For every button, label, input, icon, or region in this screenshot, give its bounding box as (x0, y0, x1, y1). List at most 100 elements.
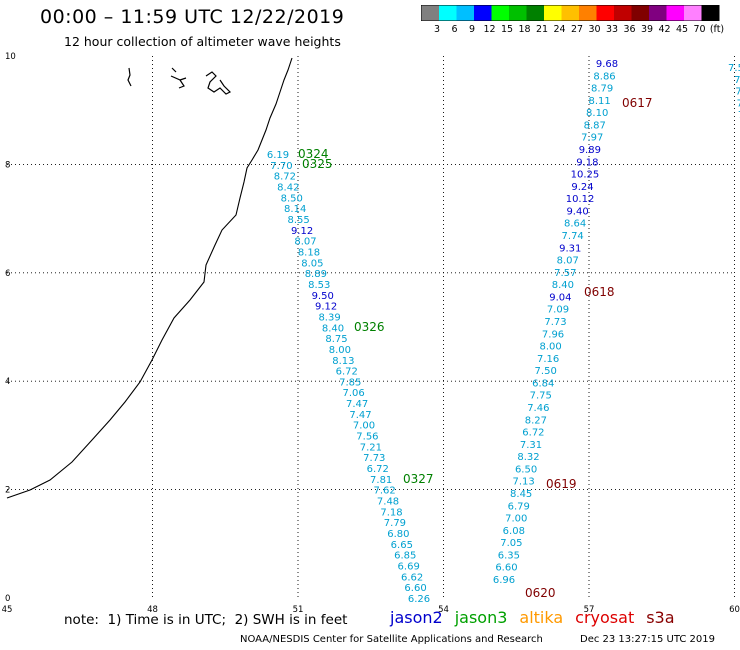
x-axis-label: 45 (2, 605, 13, 615)
swh-value: 8.00 (539, 342, 561, 353)
swh-value: 8.18 (298, 247, 320, 258)
island-3 (205, 71, 232, 95)
x-axis-label: 60 (729, 605, 740, 615)
swh-value: 6.62 (401, 572, 423, 583)
island-1 (127, 67, 132, 87)
footer-timestamp: Dec 23 13:27:15 UTC 2019 (580, 634, 715, 645)
swh-value: 7.56 (356, 432, 378, 443)
swh-value: 7.47 (346, 399, 368, 410)
swh-value: 8.27 (525, 415, 547, 426)
swh-value: 6.60 (495, 563, 517, 574)
legend-label: 15 (501, 24, 513, 35)
swh-value: 6.72 (367, 464, 389, 475)
swh-value: 6.72 (336, 367, 358, 378)
swh-value: 8.50 (281, 193, 303, 204)
swh-value: 8.11 (589, 96, 611, 107)
time-label: 0620 (525, 586, 556, 600)
legend-label: 12 (483, 24, 495, 35)
swh-value: 7.31 (520, 440, 542, 451)
coastline (6, 57, 293, 499)
legend-label: 33 (606, 24, 618, 35)
swh-value: 6.60 (404, 583, 426, 594)
satellite-name: jason3 (454, 608, 508, 627)
swh-value: 6.65 (391, 540, 413, 551)
swh-value: 6.72 (522, 428, 544, 439)
legend-swatch (701, 5, 719, 21)
swh-value: 8.55 (288, 215, 310, 226)
legend-swatch (421, 5, 439, 21)
swh-value: 9.04 (549, 292, 571, 303)
x-axis-label: 51 (293, 605, 304, 615)
swh-value: 9.40 (566, 206, 588, 217)
legend-label: 6 (451, 24, 457, 35)
swh-value: 8.87 (584, 120, 606, 131)
swh-value: 8.10 (586, 108, 608, 119)
page-title: 00:00 – 11:59 UTC 12/22/2019 (40, 6, 345, 28)
swh-tracks: 6.197.708.728.428.508.148.559.128.078.18… (267, 59, 740, 605)
legend-label: 42 (658, 24, 670, 35)
swh-value: 10.25 (571, 170, 600, 181)
swh-value: 8.07 (557, 256, 579, 267)
swh-value: 6.50 (515, 464, 537, 475)
swh-value: 8.53 (308, 280, 330, 291)
swh-value: 6.69 (398, 562, 420, 573)
axis-labels: 45 48 51 54 57 60 0 2 4 6 8 10 (2, 52, 740, 615)
swh-value: 7.05 (500, 538, 522, 549)
swh-value: 7.73 (363, 453, 385, 464)
x-axis-label: 48 (147, 605, 158, 615)
swh-value: 8.13 (332, 356, 354, 367)
footer-note: note: 1) Time is in UTC; 2) SWH is in fe… (64, 612, 348, 628)
swh-value: 8.07 (294, 237, 316, 248)
swh-value: 9.24 (571, 182, 593, 193)
time-label: 0324 (298, 147, 329, 161)
swh-value: 8.75 (325, 334, 347, 345)
time-label: 0325 (302, 157, 333, 171)
swh-value: 7.97 (581, 133, 603, 144)
swh-value: 8.72 (274, 172, 296, 183)
legend-label: 9 (469, 24, 475, 35)
swh-value: 8.45 (510, 489, 532, 500)
legend-swatch (491, 5, 509, 21)
swh-value: 8.14 (284, 204, 306, 215)
y-axis-label: 10 (5, 52, 16, 62)
swh-value: 8.32 (517, 452, 539, 463)
legend-label: 45 (676, 24, 688, 35)
legend-swatch (579, 5, 597, 21)
swh-value: 8.86 (593, 71, 615, 82)
legend-label: 36 (623, 24, 635, 35)
x-axis-label: 57 (584, 605, 595, 615)
satellite-legend: jason2 jason3 altika cryosat s3a (390, 608, 687, 627)
swh-value: 7.74 (562, 231, 584, 242)
y-axis-label: 4 (5, 377, 10, 387)
swh-value: 7.00 (353, 421, 375, 432)
swh-value: 8.00 (329, 345, 351, 356)
swh-value: 8.39 (318, 312, 340, 323)
y-axis-label: 2 (5, 486, 10, 496)
satellite-name: s3a (646, 608, 675, 627)
swh-value: 7 (734, 75, 740, 86)
swh-value: 6.08 (503, 526, 525, 537)
time-label: 0619 (546, 477, 577, 491)
swh-value: 6.84 (532, 378, 554, 389)
legend-label: 70 (693, 24, 705, 35)
swh-value: 7.06 (343, 388, 365, 399)
legend-swatch (456, 5, 474, 21)
swh-value: 7.16 (537, 354, 559, 365)
swh-value: 7 (738, 110, 740, 121)
legend-label: 3 (434, 24, 440, 35)
page-subtitle: 12 hour collection of altimeter wave hei… (64, 34, 341, 49)
swh-value: 7 (737, 98, 740, 109)
swh-value: 8.89 (305, 269, 327, 280)
legend-label: 24 (553, 24, 565, 35)
legend-swatch (439, 5, 457, 21)
swh-value: 7 (735, 87, 740, 98)
x-axis-label: 54 (438, 605, 449, 615)
swh-value: 7.48 (377, 497, 399, 508)
swh-value: 7.13 (512, 477, 534, 488)
swh-value: 7.81 (370, 475, 392, 486)
swh-value: 9.31 (559, 243, 581, 254)
swh-value: 8.79 (591, 84, 613, 95)
satellite-name: jason2 (390, 608, 443, 627)
